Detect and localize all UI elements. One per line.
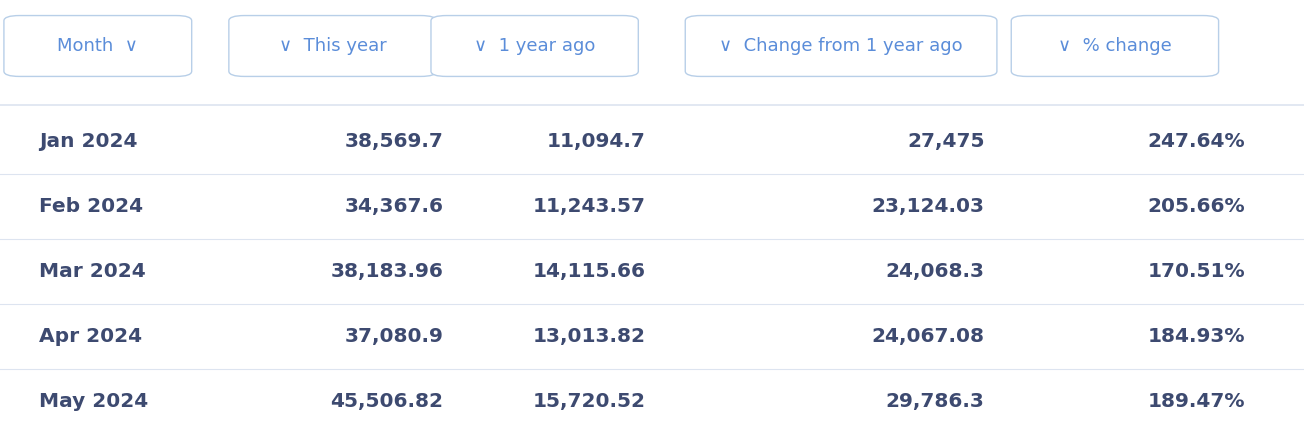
Text: 189.47%: 189.47% [1148, 392, 1245, 411]
Text: 205.66%: 205.66% [1148, 197, 1245, 216]
FancyBboxPatch shape [230, 15, 436, 76]
Text: 27,475: 27,475 [908, 132, 985, 152]
Text: 11,094.7: 11,094.7 [546, 132, 645, 152]
Text: Apr 2024: Apr 2024 [39, 327, 142, 346]
Text: 38,183.96: 38,183.96 [330, 262, 443, 281]
Text: ∨  Change from 1 year ago: ∨ Change from 1 year ago [720, 37, 962, 55]
Text: Mar 2024: Mar 2024 [39, 262, 146, 281]
Text: 14,115.66: 14,115.66 [532, 262, 645, 281]
Text: 37,080.9: 37,080.9 [344, 327, 443, 346]
FancyBboxPatch shape [686, 15, 996, 76]
Text: ∨  % change: ∨ % change [1058, 37, 1172, 55]
Text: ∨  1 year ago: ∨ 1 year ago [473, 37, 596, 55]
Text: Jan 2024: Jan 2024 [39, 132, 138, 152]
Text: ∨  This year: ∨ This year [279, 37, 386, 55]
Text: 11,243.57: 11,243.57 [532, 197, 645, 216]
Text: 13,013.82: 13,013.82 [532, 327, 645, 346]
Text: 170.51%: 170.51% [1148, 262, 1245, 281]
Text: 23,124.03: 23,124.03 [871, 197, 985, 216]
Text: Month  ∨: Month ∨ [57, 37, 138, 55]
Text: 15,720.52: 15,720.52 [532, 392, 645, 411]
Text: 45,506.82: 45,506.82 [330, 392, 443, 411]
FancyBboxPatch shape [4, 15, 192, 76]
Text: 184.93%: 184.93% [1148, 327, 1245, 346]
Text: 29,786.3: 29,786.3 [885, 392, 985, 411]
Text: Feb 2024: Feb 2024 [39, 197, 143, 216]
Text: 34,367.6: 34,367.6 [344, 197, 443, 216]
Text: 24,068.3: 24,068.3 [885, 262, 985, 281]
FancyBboxPatch shape [430, 15, 638, 76]
Text: May 2024: May 2024 [39, 392, 149, 411]
Text: 24,067.08: 24,067.08 [871, 327, 985, 346]
Text: 38,569.7: 38,569.7 [344, 132, 443, 152]
FancyBboxPatch shape [1012, 15, 1218, 76]
Text: 247.64%: 247.64% [1148, 132, 1245, 152]
